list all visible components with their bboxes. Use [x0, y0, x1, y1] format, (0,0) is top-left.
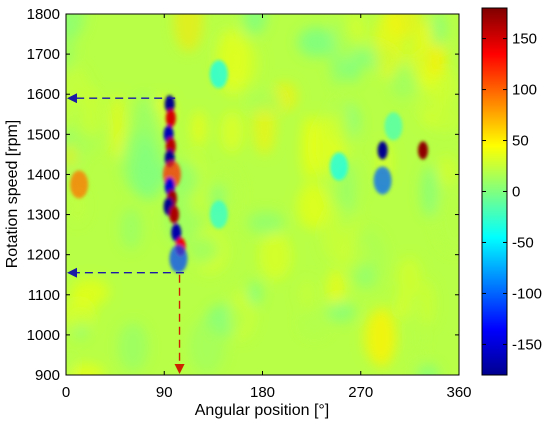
x-tick-label: 360	[446, 384, 471, 401]
y-tick-label: 1500	[27, 126, 60, 143]
heatmap-feature	[417, 141, 428, 160]
texture-blob	[110, 93, 124, 160]
y-axis-ticks: 900 1000 1100 1200 1300 1400 1500 1600 1700 1800	[27, 6, 459, 384]
heatmap-feature	[209, 200, 228, 229]
y-tick-label: 1100	[28, 287, 60, 304]
texture-blob	[79, 88, 104, 137]
texture-blob	[436, 155, 457, 187]
x-tick-label: 0	[62, 384, 70, 401]
heatmap-feature	[329, 152, 348, 181]
texture-blob	[420, 165, 439, 218]
texture-blob	[297, 278, 317, 310]
y-tick-label: 1000	[27, 327, 60, 344]
texture-blob	[121, 130, 159, 194]
heatmap-feature	[171, 223, 182, 242]
colorbar-tick-label: -150	[512, 336, 542, 353]
texture-blob	[416, 363, 440, 375]
texture-blob	[228, 290, 255, 340]
heatmap-texture	[66, 14, 459, 375]
heatmap-features	[70, 60, 428, 273]
texture-blob	[419, 280, 435, 326]
texture-blob	[349, 229, 387, 291]
texture-blob	[188, 317, 225, 375]
texture-blob	[369, 305, 396, 369]
texture-blob	[297, 182, 330, 230]
colorbar-tick-label: 150	[512, 31, 537, 48]
texture-blob	[66, 143, 79, 171]
y-tick-label: 1700	[27, 46, 60, 63]
texture-blob	[426, 103, 459, 133]
texture-blob	[373, 14, 405, 80]
heatmap-feature	[165, 109, 176, 128]
texture-blob	[434, 181, 459, 253]
texture-blob	[332, 14, 362, 61]
annotation-arrows	[67, 93, 185, 374]
texture-blob	[395, 293, 412, 320]
x-tick-label: 90	[156, 384, 173, 401]
texture-blob	[326, 301, 356, 323]
colorbar	[481, 7, 508, 376]
texture-blob	[117, 322, 149, 372]
colorbar-tick-label: 50	[512, 133, 529, 150]
texture-blob	[68, 363, 105, 375]
colorbar-tick-label: -50	[512, 234, 534, 251]
texture-blob	[252, 97, 276, 155]
texture-blob	[300, 114, 320, 182]
y-tick-label: 1800	[27, 6, 60, 23]
texture-blob	[334, 98, 350, 122]
y-tick-label: 900	[35, 367, 60, 384]
texture-blob	[300, 309, 329, 337]
y-tick-label: 1400	[27, 166, 60, 183]
texture-blob	[258, 232, 292, 281]
plot-area	[66, 14, 459, 375]
texture-blob	[243, 14, 267, 35]
colorbar-ticks: 150 100 50 0 -50 -100 -150	[482, 31, 542, 353]
heatmap-feature	[169, 205, 180, 224]
x-tick-label: 270	[348, 384, 373, 401]
texture-blob	[248, 280, 262, 306]
texture-blob	[430, 66, 459, 105]
x-axis-ticks: 0 90 180 270 360	[62, 14, 472, 401]
heatmap-feature	[373, 166, 392, 195]
texture-blob	[431, 14, 446, 48]
texture-blob	[119, 207, 143, 250]
texture-blob	[247, 211, 285, 235]
y-axis-label: Rotation speed [rpm]	[4, 120, 21, 269]
heatmap-feature	[164, 95, 175, 114]
y-tick-label: 1200	[27, 247, 60, 264]
x-tick-label: 180	[250, 384, 275, 401]
texture-blob	[390, 63, 416, 100]
y-tick-label: 1300	[27, 207, 60, 224]
heatmap-feature	[377, 141, 388, 160]
colorbar-tick-label: 100	[512, 82, 537, 99]
texture-blob	[66, 14, 86, 38]
x-axis-label: Angular position [°]	[195, 402, 329, 419]
texture-blob	[190, 237, 221, 264]
heatmap-feature	[70, 170, 89, 199]
heatmap-feature	[209, 60, 228, 89]
heatmap-feature	[384, 112, 403, 141]
heatmap-feature	[169, 244, 188, 273]
texture-blob	[173, 14, 204, 52]
texture-blob	[397, 257, 422, 298]
texture-blob	[425, 45, 446, 77]
texture-blob	[297, 27, 335, 58]
texture-blob	[191, 110, 207, 147]
texture-blob	[248, 90, 282, 113]
texture-blob	[220, 110, 244, 153]
y-tick-label: 1600	[27, 86, 60, 103]
texture-blob	[66, 296, 96, 330]
colorbar-tick-label: 0	[512, 184, 520, 201]
texture-blob	[326, 269, 346, 309]
colorbar-tick-label: -100	[512, 285, 542, 302]
